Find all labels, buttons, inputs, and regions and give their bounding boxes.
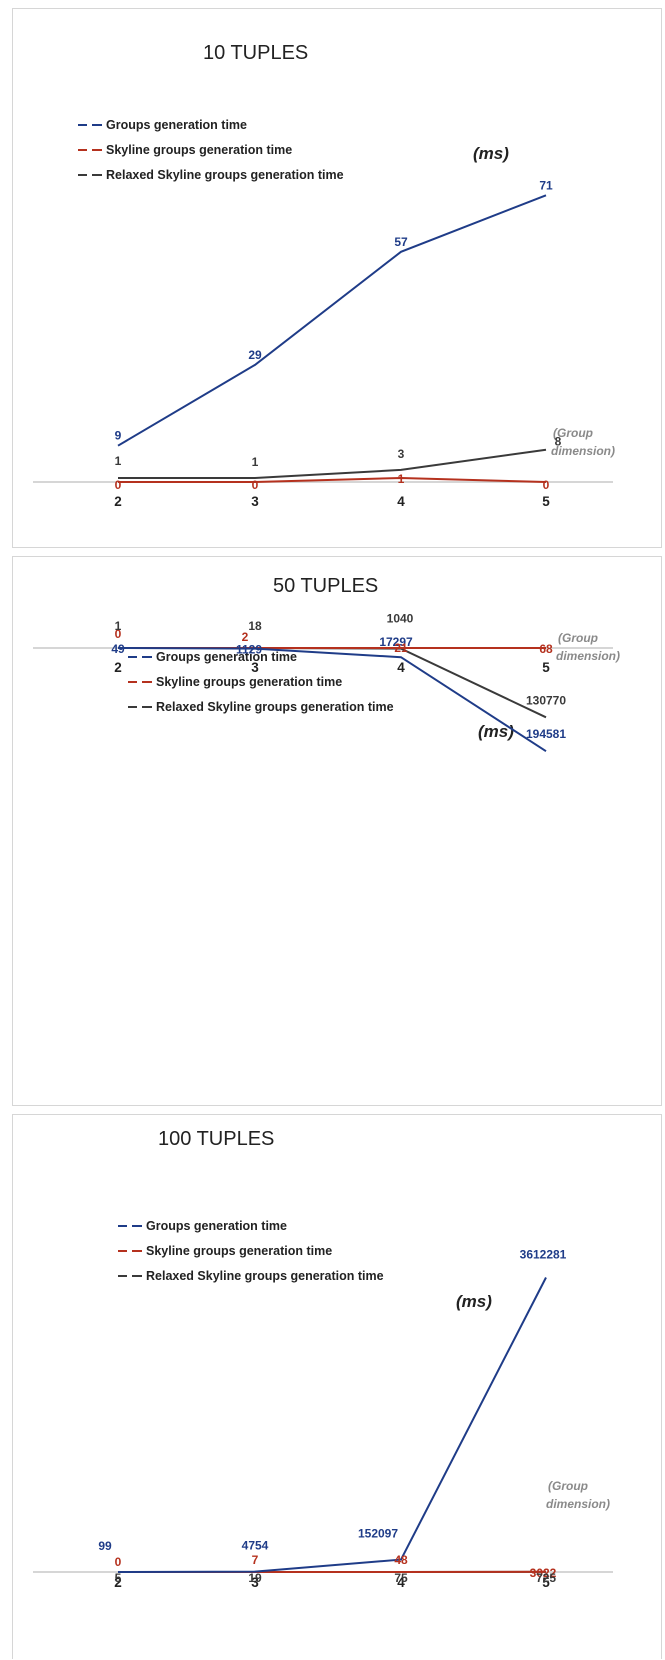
legend-label: Skyline groups generation time: [156, 675, 342, 689]
data-label: 5: [115, 1571, 122, 1585]
data-label: 21: [394, 641, 408, 655]
legend-label: Groups generation time: [156, 650, 297, 664]
data-label: 18: [248, 619, 262, 633]
data-label: 152097: [358, 1527, 398, 1541]
data-label: 1129: [236, 643, 262, 657]
data-label: 1: [115, 619, 122, 633]
unit-label: (ms): [473, 144, 509, 163]
data-label: 7: [252, 1553, 259, 1567]
x-tick-label: 3: [251, 660, 259, 675]
x-tick-label: 3: [251, 494, 259, 509]
chart-100-tuples-plot: 100 TUPLES Groups generation time Skyline …: [13, 1115, 663, 1660]
data-label: 725: [536, 1571, 556, 1585]
x-tick-label: 2: [114, 660, 122, 675]
data-label: 4754: [242, 1539, 269, 1553]
legend-item: Skyline groups generation time: [78, 143, 292, 157]
data-label: 1: [398, 472, 405, 486]
data-label: 0: [252, 478, 259, 492]
data-label: 0: [543, 478, 550, 492]
data-label: 194581: [526, 727, 566, 741]
data-label: 1: [115, 454, 122, 468]
data-label: 99: [98, 1539, 112, 1553]
legend-item: Skyline groups generation time: [128, 675, 342, 689]
chart-title: 50 TUPLES: [273, 575, 378, 597]
chart-10-tuples-plot: 10 TUPLES Groups generation time Skyline g…: [13, 9, 663, 549]
data-label: 1: [252, 455, 259, 469]
series-line: [118, 450, 546, 478]
data-label: 29: [248, 348, 262, 362]
x-axis-label: (Group: [548, 1479, 588, 1493]
x-tick-label: 4: [397, 660, 405, 675]
legend-label: Relaxed Skyline groups generation time: [106, 168, 344, 182]
x-axis-label: dimension): [546, 1497, 610, 1511]
legend-label: Groups generation time: [146, 1219, 287, 1233]
legend-label: Relaxed Skyline groups generation time: [146, 1269, 384, 1283]
data-label: 8: [555, 435, 562, 449]
series-line: [118, 1278, 546, 1573]
data-label: 3: [398, 447, 405, 461]
data-label: 57: [394, 235, 408, 249]
legend-item: Groups generation time: [78, 118, 247, 132]
data-label: 19: [248, 1571, 262, 1585]
x-tick-label: 5: [542, 660, 550, 675]
x-tick-label: 4: [397, 494, 405, 509]
x-axis-label: (Group: [558, 631, 598, 645]
chart-title: 100 TUPLES: [158, 1128, 274, 1150]
series-line: [118, 195, 546, 445]
data-label: 75: [394, 1571, 408, 1585]
legend-item: Relaxed Skyline groups generation time: [128, 700, 394, 714]
legend-item: Groups generation time: [118, 1219, 287, 1233]
legend-label: Skyline groups generation time: [106, 143, 292, 157]
legend-label: Skyline groups generation time: [146, 1244, 332, 1258]
chart-50-tuples: 50 TUPLES Groups generation time Skyline g…: [12, 556, 662, 1106]
data-label: 49: [111, 642, 125, 656]
x-axis-label: dimension): [556, 649, 620, 663]
legend-item: Relaxed Skyline groups generation time: [78, 168, 344, 182]
data-label: 0: [115, 478, 122, 492]
chart-50-tuples-plot: 50 TUPLES Groups generation time Skyline g…: [13, 557, 663, 1107]
x-tick-label: 5: [542, 494, 550, 509]
data-label: 68: [539, 642, 553, 656]
chart-100-tuples: 100 TUPLES Groups generation time Skyline …: [12, 1114, 662, 1659]
data-label: 1040: [387, 612, 414, 626]
data-label: 3612281: [520, 1248, 567, 1262]
legend-item: Skyline groups generation time: [118, 1244, 332, 1258]
data-label: 9: [115, 429, 122, 443]
chart-title: 10 TUPLES: [203, 42, 308, 64]
unit-label: (ms): [478, 722, 514, 741]
unit-label: (ms): [456, 1292, 492, 1311]
data-label: 0: [115, 1555, 122, 1569]
data-label: 48: [394, 1553, 408, 1567]
legend-item: Relaxed Skyline groups generation time: [118, 1269, 384, 1283]
x-tick-label: 2: [114, 494, 122, 509]
data-label: 130770: [526, 693, 566, 707]
chart-10-tuples: 10 TUPLES Groups generation time Skyline g…: [12, 8, 662, 548]
legend-label: Groups generation time: [106, 118, 247, 132]
data-label: 71: [539, 178, 553, 192]
legend-item: Groups generation time: [128, 650, 297, 664]
legend-label: Relaxed Skyline groups generation time: [156, 700, 394, 714]
